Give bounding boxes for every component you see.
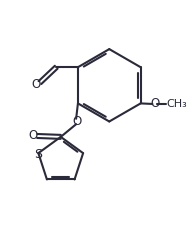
Text: O: O (29, 129, 38, 142)
Text: S: S (34, 148, 42, 161)
Text: O: O (31, 78, 40, 91)
Text: CH₃: CH₃ (167, 99, 188, 109)
Text: O: O (151, 97, 160, 110)
Text: O: O (72, 115, 82, 128)
